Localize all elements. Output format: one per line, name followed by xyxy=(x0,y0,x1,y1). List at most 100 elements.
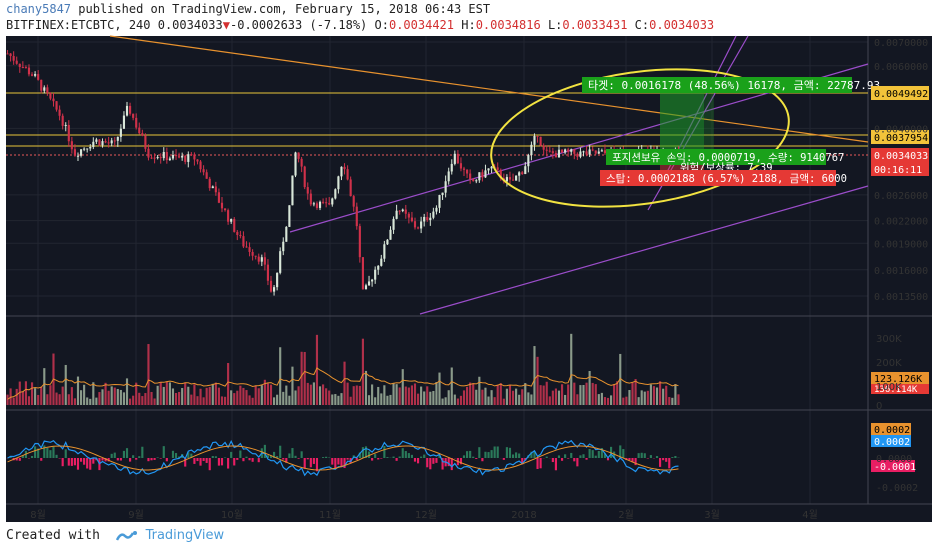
histogram-bar xyxy=(46,447,49,458)
histogram-bar xyxy=(591,450,594,458)
volume-bar xyxy=(73,398,77,405)
histogram-bar xyxy=(659,458,662,467)
volume-bar xyxy=(300,351,303,405)
volume-bar xyxy=(606,397,610,405)
volume-bar xyxy=(383,385,386,405)
candle-body xyxy=(135,117,138,128)
candle-body xyxy=(70,141,73,150)
candle-body xyxy=(141,133,144,136)
close-value: 0.0034033 xyxy=(649,18,715,32)
grid xyxy=(6,36,868,504)
price-tag-last-bg xyxy=(871,148,929,162)
high-label: H: xyxy=(461,18,476,32)
candle-body xyxy=(6,53,9,55)
histogram-bar xyxy=(211,455,214,458)
volume-bar xyxy=(677,394,680,405)
histogram-bar xyxy=(420,456,423,458)
histogram-bar xyxy=(104,458,107,462)
price-change: -0.0002633 (-7.18%) xyxy=(230,18,368,32)
candle-body xyxy=(312,203,315,205)
volume-bar xyxy=(429,391,432,405)
candle-body xyxy=(55,101,58,110)
volume-bar xyxy=(545,381,548,405)
volume-bar xyxy=(144,393,147,405)
volume-bar xyxy=(416,393,420,405)
histogram-bar xyxy=(107,458,110,462)
volume-tick-label: 200K xyxy=(876,358,902,369)
candle-body xyxy=(573,149,576,154)
volume-bar xyxy=(107,390,110,405)
candle-body xyxy=(254,255,257,257)
histogram-bar xyxy=(263,444,266,458)
histogram-bar xyxy=(490,450,493,458)
volume-bar xyxy=(251,397,254,405)
volume-bar xyxy=(539,385,542,405)
candle-body xyxy=(34,74,37,76)
volume-bar xyxy=(285,385,288,405)
volume-bar xyxy=(322,384,325,405)
volume-bar xyxy=(603,397,607,405)
volume-bar xyxy=(435,382,438,405)
candle-body xyxy=(334,189,337,199)
volume-bar xyxy=(631,382,634,405)
candle-body xyxy=(579,151,582,157)
volume-bar xyxy=(263,379,266,405)
histogram-bar xyxy=(475,458,478,459)
candle-body xyxy=(315,203,319,208)
candle-body xyxy=(214,186,217,193)
volume-bar xyxy=(594,384,597,405)
candle-body xyxy=(582,151,585,153)
author-link[interactable]: chany5847 xyxy=(6,2,72,16)
volume-bar xyxy=(548,396,551,405)
volume-bar xyxy=(260,385,263,405)
candle-body xyxy=(309,193,312,205)
histogram-bar xyxy=(55,454,58,458)
candle-body xyxy=(98,139,101,146)
price-tick-label: 0.0013500 xyxy=(874,292,928,303)
histogram-bar xyxy=(585,458,588,460)
x-tick-label: 3월 xyxy=(704,509,720,521)
histogram-bar xyxy=(187,452,190,458)
brand-text[interactable]: TradingView xyxy=(145,528,225,543)
candle-body xyxy=(89,146,92,149)
candle-body xyxy=(364,285,368,290)
candle-body xyxy=(349,179,352,197)
histogram-bar xyxy=(622,449,625,458)
candle-body xyxy=(37,74,40,80)
histogram-bar xyxy=(521,458,524,465)
target-zone-tail xyxy=(704,93,714,155)
histogram-bar xyxy=(18,458,21,461)
candle-body xyxy=(193,154,196,160)
histogram-bar xyxy=(236,458,239,460)
volume-bar xyxy=(674,384,677,405)
histogram-bar xyxy=(450,458,453,471)
high-value: 0.0034816 xyxy=(475,18,541,32)
candle-body xyxy=(542,145,545,150)
candle-body xyxy=(545,149,548,151)
histogram-bar xyxy=(564,454,567,458)
histogram-bar xyxy=(413,458,417,462)
price-tick-label: 0.0040000 xyxy=(874,124,928,135)
candle-body xyxy=(600,150,603,152)
volume-bar xyxy=(276,394,279,405)
candle-body xyxy=(490,166,493,169)
candle-body xyxy=(346,169,349,180)
volume-bar xyxy=(236,390,239,405)
low-label: L: xyxy=(547,18,563,32)
volume-bar xyxy=(597,394,600,405)
histogram-bar xyxy=(129,458,132,462)
histogram-bar xyxy=(15,458,18,461)
candle-body xyxy=(211,186,214,189)
volume-bar xyxy=(652,386,656,405)
osc-tick-label: -0.0002 xyxy=(876,483,918,494)
candle-body xyxy=(208,178,211,189)
price-tag-target: 0.0049492 xyxy=(874,89,928,100)
volume-bar xyxy=(92,382,95,405)
candle-body xyxy=(272,287,276,292)
candle-body xyxy=(153,157,156,159)
candle-body xyxy=(52,98,55,102)
candle-body xyxy=(15,60,18,64)
volume-bar xyxy=(554,388,557,405)
volume-bar xyxy=(168,382,171,405)
